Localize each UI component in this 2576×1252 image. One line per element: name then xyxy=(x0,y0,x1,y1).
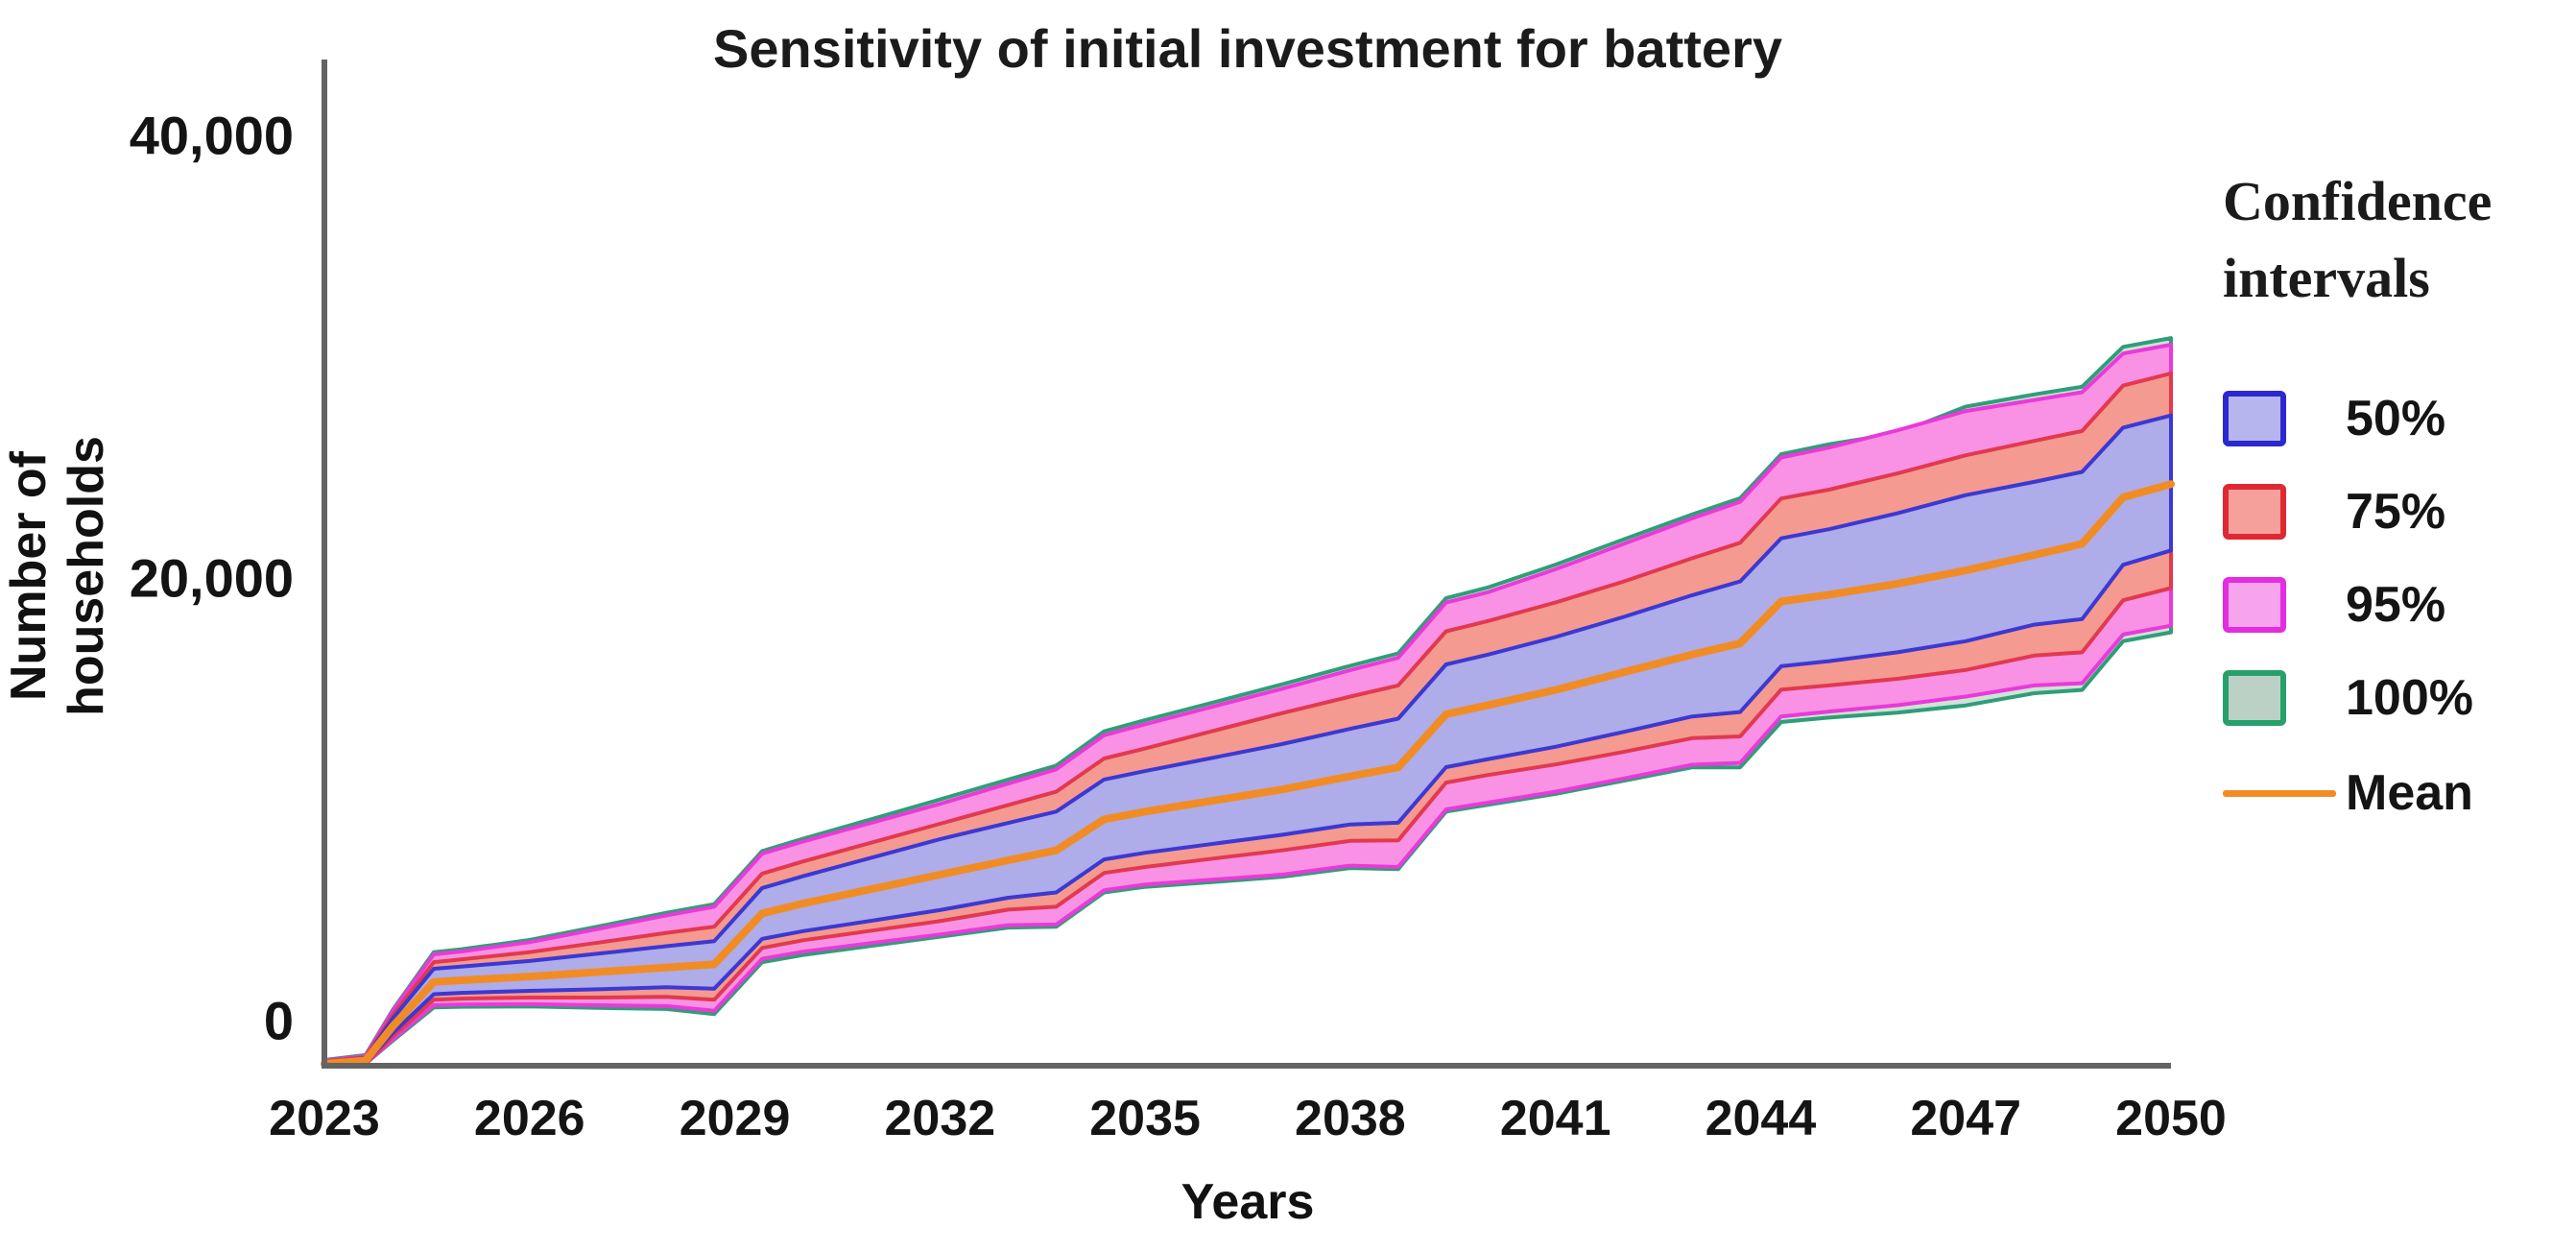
x-tick-label: 2035 xyxy=(1089,1091,1201,1146)
x-tick-label: 2038 xyxy=(1295,1091,1406,1146)
x-tick-label: 2050 xyxy=(2115,1091,2227,1146)
x-tick-label: 2047 xyxy=(1910,1091,2021,1146)
legend-swatch-75pct xyxy=(2223,484,2286,540)
legend-item-label: 75% xyxy=(2346,484,2446,540)
legend-swatch-100pct xyxy=(2223,670,2286,726)
legend-item-95pct: 95% xyxy=(2223,577,2446,633)
y-tick-label: 0 xyxy=(264,991,294,1051)
legend-item-label: 50% xyxy=(2346,391,2446,446)
legend-item-label: 100% xyxy=(2346,670,2473,726)
legend-title-line1: Confidence xyxy=(2223,170,2493,232)
legend-item-label: 95% xyxy=(2346,577,2446,633)
legend-title: Confidence intervals xyxy=(2223,163,2568,317)
x-axis-title: Years xyxy=(1181,1174,1315,1230)
legend-swatch-95pct xyxy=(2223,577,2286,633)
x-tick-label: 2032 xyxy=(884,1091,995,1146)
legend-swatch-50pct xyxy=(2223,391,2286,446)
y-tick-label: 20,000 xyxy=(130,548,294,609)
mean-line xyxy=(321,480,2175,1068)
legend-item-mean: Mean xyxy=(2223,765,2473,821)
band-50pct-area xyxy=(322,413,2173,1066)
legend-item-100pct: 100% xyxy=(2223,670,2473,726)
x-tick-label: 2029 xyxy=(680,1091,791,1146)
x-tick-label: 2026 xyxy=(474,1091,585,1146)
x-tick-label: 2041 xyxy=(1500,1091,1611,1146)
legend: Confidence intervals 50% 75% 95% 100% Mean xyxy=(2223,163,2568,821)
legend-item-75pct: 75% xyxy=(2223,484,2446,540)
legend-item-label: Mean xyxy=(2346,765,2473,821)
legend-mean-line xyxy=(2223,789,2336,797)
x-tick-label: 2023 xyxy=(269,1091,380,1146)
x-tick-label: 2044 xyxy=(1705,1091,1817,1146)
chart-title: Sensitivity of initial investment for ba… xyxy=(712,18,1782,79)
legend-item-50pct: 50% xyxy=(2223,391,2446,446)
legend-title-line2: intervals xyxy=(2223,247,2430,309)
y-tick-label: 40,000 xyxy=(130,106,294,166)
